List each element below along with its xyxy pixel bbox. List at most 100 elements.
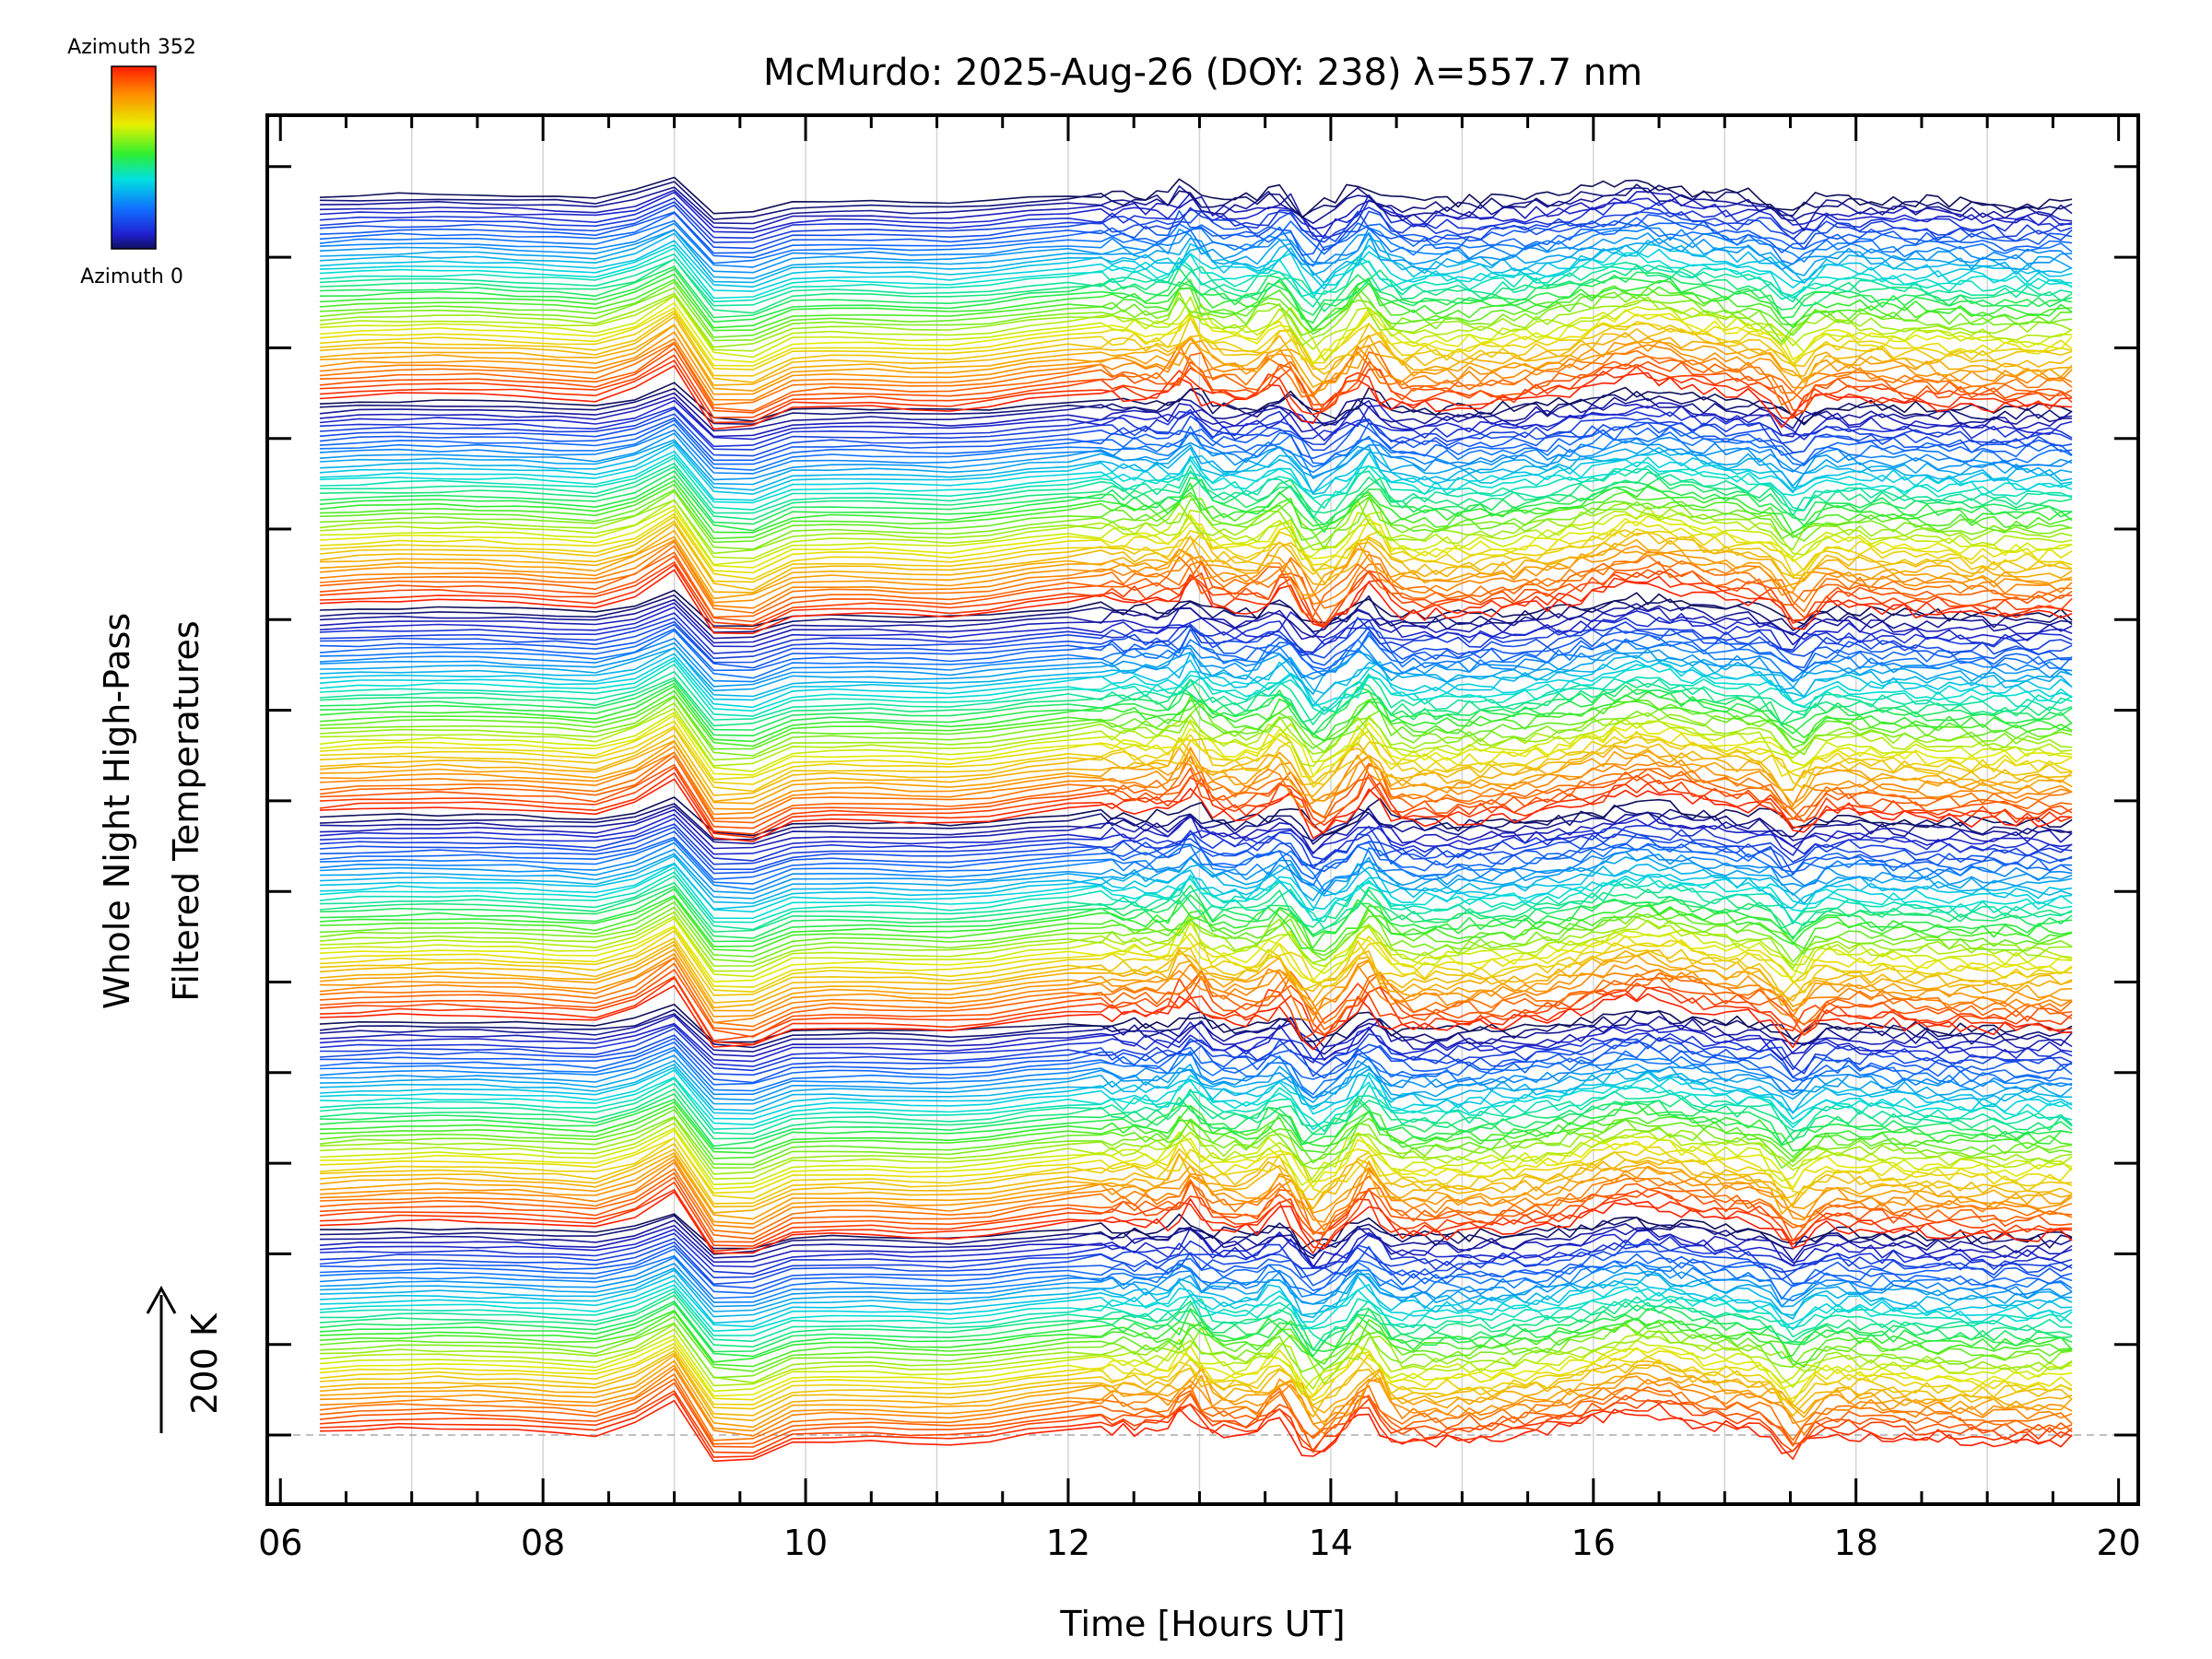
series-line xyxy=(319,396,2073,438)
series-line xyxy=(319,689,2073,747)
series-line xyxy=(319,1238,2073,1278)
series-line xyxy=(319,926,2073,988)
series-line xyxy=(319,387,2073,427)
series-line xyxy=(319,948,2073,1012)
series-line xyxy=(319,924,2073,982)
series-line xyxy=(319,1191,2073,1254)
series-line xyxy=(319,451,2073,501)
series-line xyxy=(319,413,2073,457)
series-line xyxy=(319,555,2073,626)
series-line xyxy=(319,1279,2073,1331)
series-line xyxy=(319,331,2073,395)
series-line xyxy=(319,1117,2073,1175)
series-line xyxy=(319,1129,2073,1190)
series-line xyxy=(319,940,2073,1004)
series-line xyxy=(319,1364,2073,1432)
series-line xyxy=(319,359,2073,424)
series-line xyxy=(319,301,2073,364)
x-tick-label: 20 xyxy=(2096,1523,2140,1563)
series-line xyxy=(319,1189,2073,1254)
series-line xyxy=(319,764,2073,830)
series-line xyxy=(319,479,2073,535)
series-line xyxy=(319,1159,2073,1225)
series-line xyxy=(319,365,2073,430)
series-line xyxy=(319,695,2073,750)
series-line xyxy=(319,443,2073,495)
series-line xyxy=(319,957,2073,1024)
series-line xyxy=(319,714,2073,777)
series-line xyxy=(319,189,2073,231)
series-line xyxy=(319,1215,2073,1260)
series-line xyxy=(319,1004,2073,1043)
series-line xyxy=(319,778,2073,842)
series-line xyxy=(319,975,2073,1041)
series-line xyxy=(319,561,2073,627)
series-line xyxy=(319,273,2073,331)
series-line xyxy=(319,1224,2073,1268)
series-line xyxy=(319,457,2073,512)
series-line xyxy=(319,432,2073,481)
series-line xyxy=(319,623,2073,669)
colorbar-top-label: Azimuth 352 xyxy=(67,36,196,59)
series-line xyxy=(319,1082,2073,1135)
series-line xyxy=(319,540,2073,609)
series-line xyxy=(319,354,2073,418)
series-line xyxy=(319,884,2073,940)
chart-title: McMurdo: 2025-Aug-26 (DOY: 238) λ=557.7 … xyxy=(763,52,1642,94)
series-line xyxy=(319,439,2073,487)
series-line xyxy=(319,866,2073,922)
series-line xyxy=(319,1311,2073,1368)
series-line xyxy=(319,1034,2073,1078)
series-line xyxy=(319,1354,2073,1422)
colorbar xyxy=(111,65,157,250)
colorbar-legend: Azimuth 352 Azimuth 0 xyxy=(67,36,196,288)
series-line xyxy=(319,1115,2073,1170)
series-line xyxy=(319,984,2073,1051)
x-tick-label: 18 xyxy=(1834,1523,1878,1563)
series-line xyxy=(319,685,2073,743)
series-line xyxy=(319,253,2073,303)
series-line xyxy=(319,678,2073,735)
series-line xyxy=(319,1008,2073,1049)
series-line xyxy=(319,735,2073,796)
x-tick-label: 10 xyxy=(783,1523,828,1563)
series-line xyxy=(319,914,2073,972)
series-line xyxy=(319,766,2073,835)
series-line xyxy=(319,551,2073,618)
series-line xyxy=(319,1093,2073,1147)
series-line xyxy=(319,463,2073,520)
series-line xyxy=(319,1241,2073,1285)
series-line xyxy=(319,407,2073,451)
series-line xyxy=(320,1290,2073,1343)
series-line xyxy=(319,1109,2073,1166)
series-line xyxy=(319,268,2073,324)
series-line xyxy=(319,1294,2073,1351)
series-line xyxy=(319,826,2073,870)
series-line xyxy=(319,1254,2073,1300)
series-line xyxy=(319,520,2073,583)
series-line xyxy=(319,930,2073,994)
scale-bar-label: 200 K xyxy=(184,1312,225,1415)
series-line xyxy=(319,712,2073,772)
series-line xyxy=(319,1136,2073,1194)
series-line xyxy=(319,606,2073,648)
series-line xyxy=(319,176,2073,219)
series-line xyxy=(319,888,2073,943)
series-line xyxy=(319,740,2073,806)
series-line xyxy=(319,509,2073,569)
series-line xyxy=(319,222,2073,268)
x-tick-label: 12 xyxy=(1046,1523,1090,1563)
series-line xyxy=(319,1152,2073,1215)
series-line xyxy=(319,1069,2073,1120)
series-line xyxy=(319,637,2073,683)
series-line xyxy=(319,772,2073,839)
series-line xyxy=(319,324,2073,392)
series-line xyxy=(319,228,2073,274)
series-line xyxy=(319,1013,2073,1055)
series-line xyxy=(319,483,2073,540)
series-line xyxy=(319,647,2073,698)
series-line xyxy=(320,1054,2073,1101)
series-line xyxy=(319,1378,2073,1447)
series-line xyxy=(319,1143,2073,1205)
